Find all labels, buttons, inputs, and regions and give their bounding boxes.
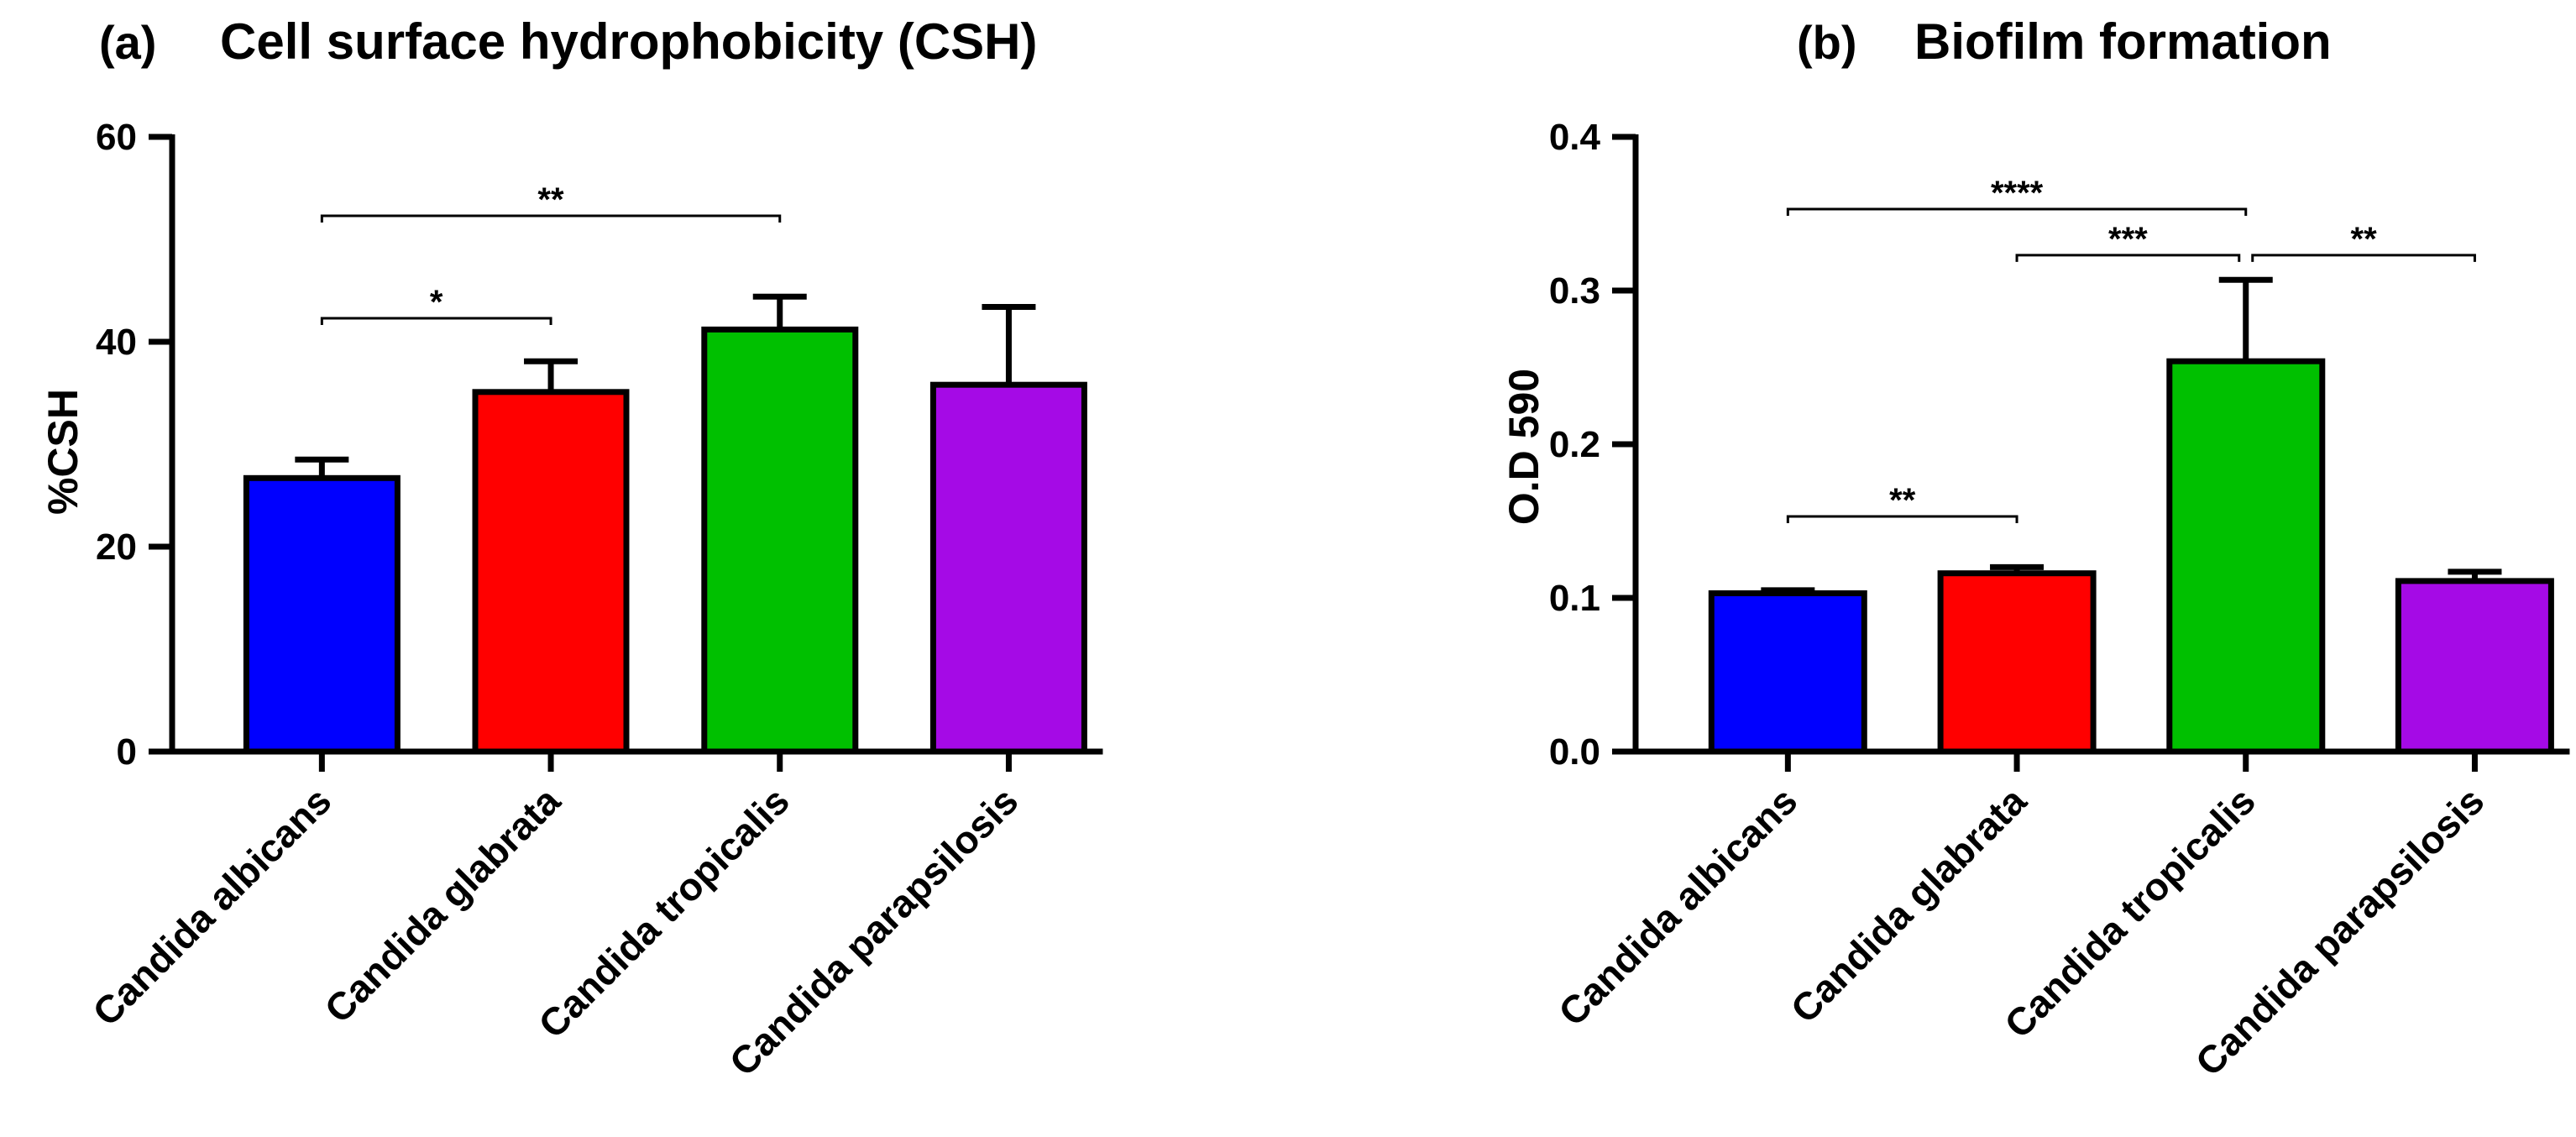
panel-b-category-label-1: Candida albicans [1550, 778, 1805, 1034]
panel-a-significance-bracket-2 [320, 317, 552, 325]
panel-b-bar-3 [2166, 358, 2326, 755]
panel-a-y-tick-label-4: 60 [96, 117, 137, 158]
panel-b-bar-4 [2395, 578, 2554, 755]
panel-b-significance-bracket-2 [2015, 254, 2241, 262]
panel-b-significance-bracket-1 [1786, 207, 2248, 217]
panel-a-category-label-1: Candida albicans [84, 778, 339, 1034]
panel-b-y-tick-label-4: 0.3 [1549, 270, 1600, 312]
panel-b-significance-bracket-4 [1786, 515, 2018, 524]
panel-b-significance-label-2: *** [2108, 221, 2148, 258]
panel-a-y-tick-label-1: 0 [117, 731, 137, 773]
panel-b-y-tick-label-3: 0.2 [1549, 424, 1600, 465]
panel-b-significance-label-4: ** [1889, 482, 1916, 519]
panel-a-category-label-2: Candida glabrata [316, 778, 568, 1031]
panel-b-y-axis-label: O.D 590 [1500, 369, 1547, 525]
panel-b-title: Biofilm formation [1914, 13, 2332, 70]
panel-a-y-axis-label: %CSH [39, 389, 86, 515]
panel-b: (b) Biofilm formation O.D 590 0.0 0.1 0.2 0… [1500, 13, 2570, 1084]
panel-a-y-tick-label-2: 20 [96, 527, 137, 568]
panel-b-bar-1 [1708, 590, 1867, 755]
panel-b-y-tick-label-2: 0.1 [1549, 578, 1600, 619]
panel-b-category-label-3: Candida tropicalis [1996, 778, 2264, 1046]
panel-a-significance-bracket-1 [320, 214, 782, 223]
panel-a-significance-label-1: ** [537, 181, 564, 218]
panel-b-significance-bracket-3 [2251, 254, 2476, 262]
panel-a-y-tick-label-3: 40 [96, 322, 137, 363]
panel-a-label: (a) [99, 16, 156, 69]
panel-b-bar-2 [1937, 570, 2097, 755]
panel-a-bar-4 [929, 381, 1087, 755]
panel-b-category-label-2: Candida glabrata [1783, 778, 2035, 1031]
panel-b-significance-label-1: **** [1991, 175, 2044, 212]
panel-a-significance-label-2: * [430, 284, 443, 321]
panel-b-y-tick-label-5: 0.4 [1549, 117, 1601, 158]
panel-b-significance-label-3: ** [2351, 221, 2378, 258]
panel-b-y-tick-label-1: 0.0 [1549, 731, 1600, 773]
panel-a-bar-3 [701, 326, 859, 755]
panel-a: (a) Cell surface hydrophobicity (CSH) %C… [39, 13, 1103, 1084]
panel-a-bar-1 [243, 474, 401, 755]
panel-a-category-label-3: Candida tropicalis [530, 778, 798, 1046]
panel-b-label: (b) [1797, 16, 1857, 69]
panel-a-title: Cell surface hydrophobicity (CSH) [220, 13, 1037, 70]
panel-a-bar-2 [472, 389, 630, 755]
